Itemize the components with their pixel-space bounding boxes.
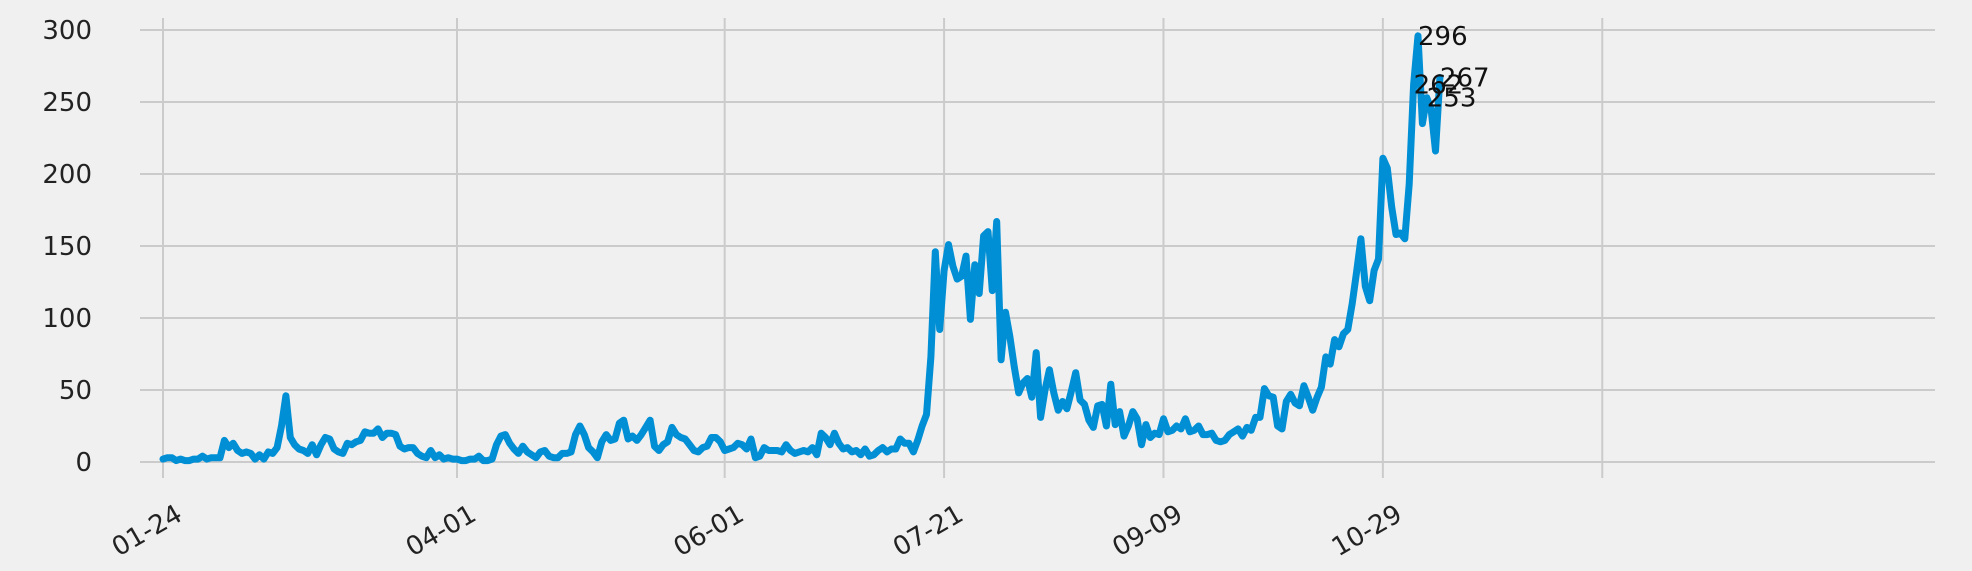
y-tick-label: 50 (59, 376, 92, 406)
y-tick-label: 200 (42, 160, 92, 190)
series-line (159, 32, 1444, 465)
y-axis-tick-labels: 0 50 100 150 200 250 300 (42, 16, 92, 478)
y-tick-label: 0 (75, 448, 92, 478)
y-tick-label: 100 (42, 304, 92, 334)
y-tick-label: 250 (42, 88, 92, 118)
y-tick-label: 150 (42, 232, 92, 262)
point-annotation: 262 (1414, 71, 1464, 101)
point-annotation: 267 (1440, 64, 1490, 94)
grid-lines (140, 18, 1935, 478)
y-tick-label: 300 (42, 16, 92, 46)
point-annotation: 253 (1427, 84, 1477, 114)
point-annotation: 296 (1418, 22, 1468, 52)
